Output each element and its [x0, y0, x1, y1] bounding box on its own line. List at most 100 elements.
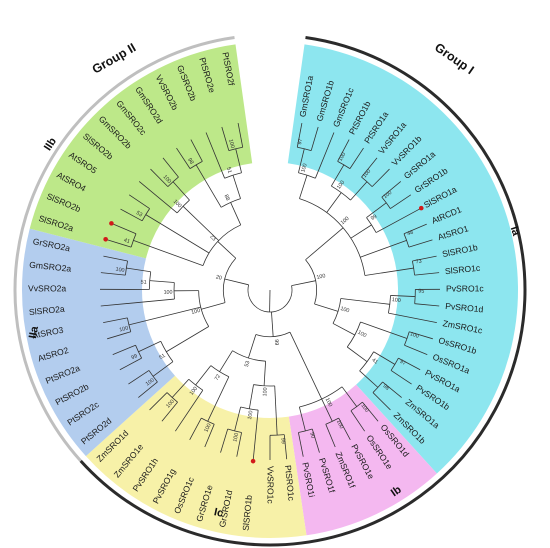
- bootstrap-label: 41: [123, 238, 131, 246]
- branch-line: [150, 168, 169, 187]
- bootstrap-label: 100: [359, 403, 369, 414]
- group-ii-label: Group II: [90, 40, 139, 76]
- bootstrap-values: 97 100 100 100 100 100 99 48 73 100 95 100 100 97 98 41…: [115, 138, 424, 444]
- branch-line: [382, 381, 402, 398]
- subgroup-ic-label: Ic: [213, 506, 224, 520]
- bootstrap-label: 88: [223, 194, 231, 202]
- tree-branches: [99, 122, 441, 460]
- bootstrap-label: 100: [189, 386, 199, 397]
- branch-line: [107, 331, 131, 340]
- bootstrap-label: 72: [214, 374, 222, 382]
- branch-line: [107, 239, 132, 248]
- marked-gene-dot: [109, 221, 114, 226]
- branch-line: [375, 208, 420, 233]
- bootstrap-label: 100: [227, 139, 235, 149]
- branch-line: [299, 175, 308, 199]
- branch-line: [120, 208, 143, 222]
- branch-line: [326, 192, 342, 213]
- branch-line: [371, 168, 390, 187]
- branch-line: [364, 267, 414, 276]
- bootstrap-label: 100: [247, 410, 254, 420]
- branch-line: [138, 381, 158, 398]
- branch-line: [360, 239, 407, 258]
- branch-line: [172, 181, 190, 201]
- branch-line: [349, 147, 364, 169]
- bootstrap-label: 20: [215, 274, 222, 281]
- branch-line: [337, 139, 350, 162]
- bootstrap-label: 53: [135, 210, 143, 218]
- branch-line: [248, 334, 257, 359]
- branch-line: [283, 434, 288, 460]
- branch-line: [145, 214, 210, 254]
- branch-line: [331, 164, 345, 187]
- branch-line: [207, 376, 230, 422]
- leaf-label: PtSRO1c: [283, 465, 297, 502]
- branch-line: [236, 432, 242, 457]
- bootstrap-label: 100: [115, 267, 125, 274]
- bootstrap-label: 95: [418, 288, 424, 294]
- bootstrap-label: 100: [340, 306, 350, 314]
- bootstrap-label: 100: [172, 199, 183, 210]
- branch-line: [403, 223, 427, 235]
- branch-line: [409, 331, 433, 340]
- branch-line: [161, 401, 178, 422]
- leaf-label: PvSRO1d: [445, 301, 484, 315]
- branch-line: [350, 410, 365, 432]
- branch-line: [204, 424, 215, 448]
- branch-line: [152, 361, 174, 377]
- branch-line: [398, 357, 421, 371]
- bootstrap-label: 99: [280, 438, 286, 444]
- branch-line: [299, 406, 306, 432]
- branch-line: [138, 340, 161, 353]
- branch-line: [373, 351, 396, 365]
- branch-line: [119, 357, 142, 371]
- branch-line: [359, 370, 379, 388]
- bootstrap-label: 100: [164, 290, 173, 296]
- branch-line: [217, 241, 237, 259]
- bootstrap-label: 23: [208, 234, 216, 242]
- bootstrap-label: 73: [415, 259, 422, 266]
- bootstrap-label: 100: [324, 397, 333, 408]
- branch-line: [230, 202, 242, 226]
- branch-line: [271, 311, 274, 337]
- branch-line: [232, 175, 241, 199]
- branch-line: [296, 122, 303, 148]
- branch-line: [263, 361, 267, 386]
- bootstrap-label: 100: [382, 190, 393, 200]
- branch-line: [340, 298, 390, 305]
- branch-line: [325, 424, 336, 448]
- bootstrap-label: 100: [336, 180, 346, 191]
- branch-line: [112, 344, 136, 355]
- bootstrap-label: 100: [362, 168, 372, 179]
- branch-line: [372, 392, 391, 411]
- branch-line: [289, 331, 323, 400]
- bootstrap-label: 100: [119, 325, 129, 333]
- branch-arc: [198, 290, 210, 327]
- leaf-label: VvSRO1c: [266, 466, 276, 504]
- bootstrap-label: 97: [297, 138, 304, 145]
- branch-line: [362, 401, 379, 422]
- group-ring-ii: [13, 35, 235, 462]
- leaf-label: SlSRO1c: [444, 263, 481, 277]
- leaf-label: SlSRO1b: [241, 494, 254, 531]
- branch-line: [149, 280, 175, 283]
- branch-line: [390, 370, 412, 385]
- bootstrap-label: 100: [338, 152, 348, 163]
- bootstrap-label: 100: [300, 163, 308, 173]
- bootstrap-label: 90: [308, 432, 315, 439]
- branch-line: [298, 148, 305, 173]
- branch-line: [195, 164, 222, 208]
- branch-line: [182, 205, 219, 241]
- marked-genes: [103, 205, 424, 464]
- branch-line: [248, 384, 254, 409]
- branch-line: [347, 346, 368, 362]
- bootstrap-label: 100: [161, 174, 171, 185]
- subgroup-iib-label: IIb: [42, 135, 59, 153]
- branch-line: [414, 303, 440, 307]
- group-i-label: Group I: [432, 40, 476, 77]
- branch-line: [175, 390, 204, 432]
- leaf-label: PvSRO1c: [446, 283, 484, 293]
- bootstrap-label: 99: [130, 353, 138, 361]
- bootstrap-label: 100: [335, 419, 344, 430]
